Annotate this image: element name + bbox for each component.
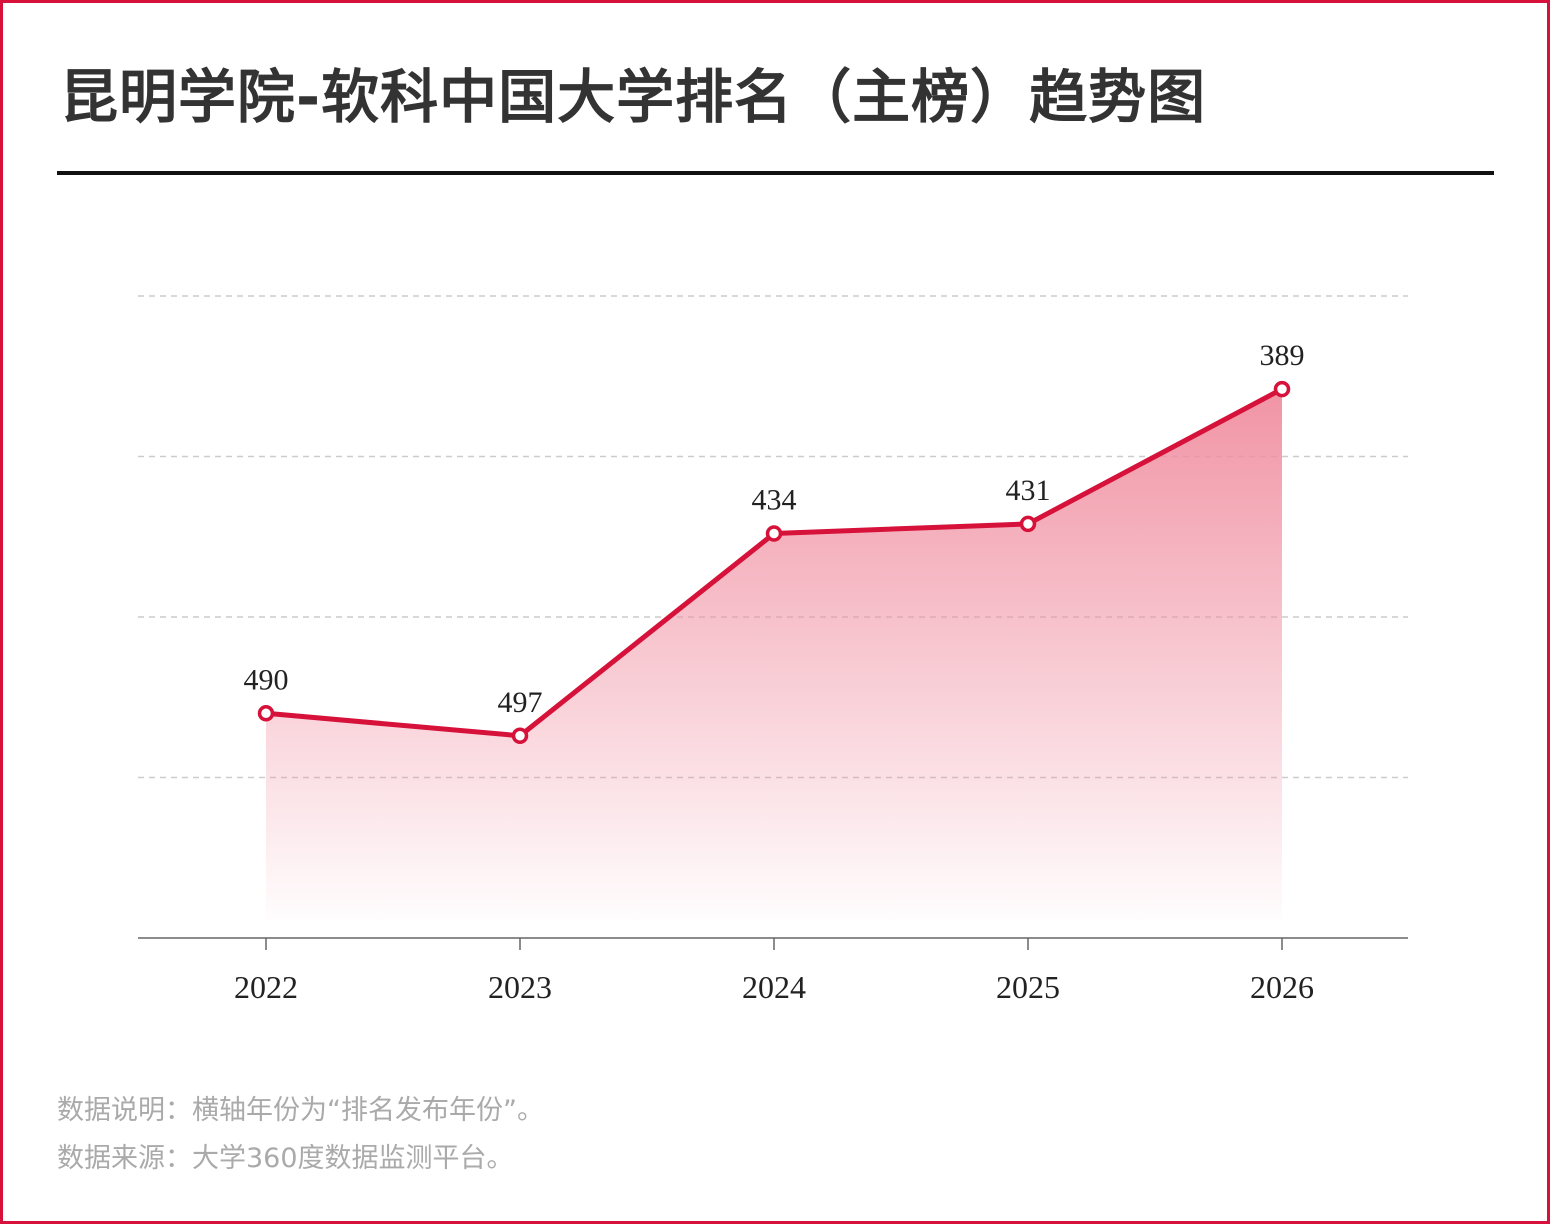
data-point (511, 727, 529, 745)
data-label: 490 (244, 663, 289, 696)
x-tick-label: 2022 (234, 969, 298, 1005)
area-fill (266, 389, 1282, 921)
data-point (765, 525, 783, 542)
data-point (257, 705, 275, 722)
x-tick-label: 2024 (742, 969, 806, 1005)
data-label: 431 (1006, 474, 1051, 507)
data-point (1273, 380, 1291, 398)
data-label: 434 (752, 484, 797, 517)
title-divider (57, 171, 1494, 175)
x-tick-label: 2026 (1250, 969, 1314, 1005)
x-tick-label: 2023 (488, 969, 552, 1005)
data-source: 数据来源：大学360度数据监测平台。 (57, 1143, 514, 1174)
data-label: 497 (498, 686, 543, 719)
chart-title: 昆明学院-软科中国大学排名（主榜）趋势图 (60, 63, 1207, 131)
data-label: 389 (1260, 339, 1305, 372)
x-tick-label: 2025 (996, 969, 1060, 1005)
data-note: 数据说明：横轴年份为“排名发布年份”。 (57, 1095, 544, 1126)
data-point (1019, 515, 1037, 533)
